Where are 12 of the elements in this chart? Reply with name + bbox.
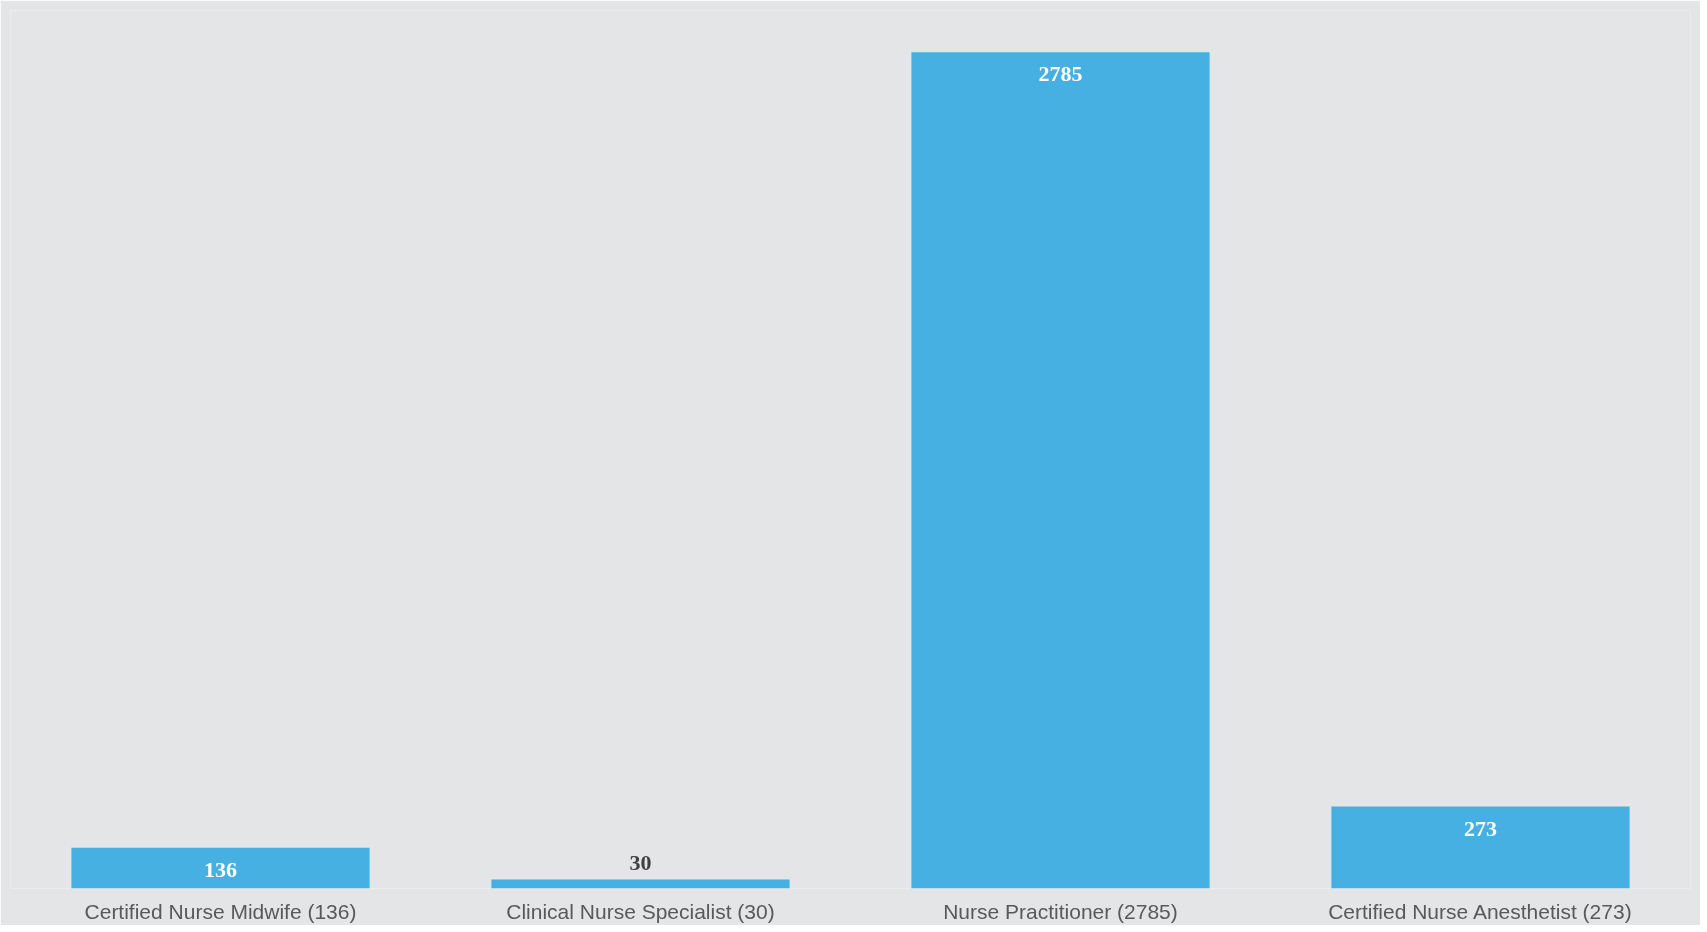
bar (491, 879, 790, 889)
data-label: 30 (629, 850, 652, 876)
x-tick-label: Certified Nurse Midwife (136) (84, 899, 357, 923)
x-tick-label: Clinical Nurse Specialist (30) (506, 899, 775, 923)
x-tick-label: Certified Nurse Anesthetist (273) (1328, 899, 1632, 923)
data-label: 136 (204, 856, 237, 882)
bar (911, 52, 1210, 889)
data-label: 273 (1464, 815, 1497, 841)
data-label: 2785 (1038, 61, 1083, 87)
bar (71, 847, 370, 889)
bar (1331, 806, 1630, 889)
x-tick-label: Nurse Practitioner (2785) (943, 899, 1178, 923)
